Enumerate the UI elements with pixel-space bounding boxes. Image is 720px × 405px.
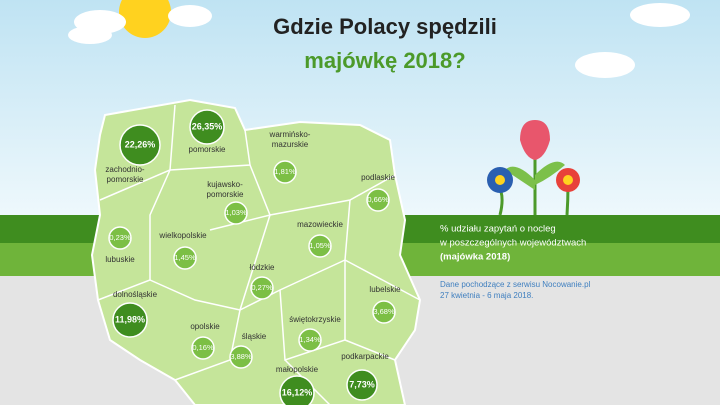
region-name: podkarpackie: [341, 352, 389, 361]
region-value: 3,68%: [373, 307, 395, 316]
value-circle: [112, 302, 148, 338]
value-circle: [224, 201, 248, 225]
region-name: lubuskie: [105, 255, 135, 264]
map-poland: [90, 98, 422, 405]
title-line1: Gdzie Polacy spędzili: [273, 14, 497, 39]
value-circle: [108, 226, 132, 250]
region-value: 0,23%: [109, 233, 131, 242]
legend-line: (majówka 2018): [440, 252, 510, 263]
legend: % udziału zapytań o nocleg w poszczególn…: [439, 224, 586, 263]
region-value: 1,05%: [309, 241, 331, 250]
region-value: 11,98%: [115, 314, 145, 324]
source-line: 27 kwietnia - 6 maja 2018.: [440, 291, 533, 300]
sun: [119, 0, 171, 38]
region-value: 1,34%: [299, 335, 321, 344]
source-line: Dane pochodzące z serwisu Nocowanie.pl: [440, 280, 591, 289]
region-name: zachodnio-: [105, 165, 144, 174]
region-name: kujawsko-: [207, 180, 243, 189]
region-value: 0,27%: [251, 283, 273, 292]
region-name: pomorskie: [189, 145, 226, 154]
legend-line: % udziału zapytań o nocleg: [440, 224, 556, 235]
region-name: świętokrzyskie: [289, 315, 341, 324]
legend-line: w poszczególnych województwach: [439, 238, 586, 249]
region-value: 1,03%: [225, 208, 247, 217]
region-value: 3,88%: [230, 352, 252, 361]
value-circle: [346, 369, 378, 401]
region-name: łódzkie: [250, 263, 275, 272]
region-name: małopolskie: [276, 365, 319, 374]
region-name: podlaskie: [361, 173, 395, 182]
region-name: mazurskie: [272, 140, 309, 149]
region-value: 1,81%: [274, 167, 296, 176]
value-circle: [173, 246, 197, 270]
region-name: pomorskie: [207, 190, 244, 199]
region-value: 1,45%: [174, 253, 196, 262]
value-circle: [119, 124, 161, 166]
region-name: warmińsko-: [269, 130, 311, 139]
region-name: mazowieckie: [297, 220, 343, 229]
region-value: 7,73%: [349, 379, 375, 389]
region-value: 26,35%: [192, 121, 223, 131]
value-circle: [298, 328, 322, 352]
clouds: [68, 3, 690, 78]
region-value: 0,16%: [192, 343, 214, 352]
regions: zachodnio-pomorskie 22,26% pomorskie 26,35%…: [105, 109, 401, 405]
value-circle: [250, 276, 274, 300]
value-circle: [191, 336, 215, 360]
region-name: opolskie: [190, 322, 220, 331]
value-circle: [372, 300, 396, 324]
source: Dane pochodzące z serwisu Nocowanie.pl 2…: [440, 280, 591, 300]
value-circle: [366, 188, 390, 212]
value-circle: [229, 345, 253, 369]
value-circle: [189, 109, 225, 145]
region-name: pomorskie: [107, 175, 144, 184]
flowers: [487, 120, 580, 216]
region-value: 22,26%: [125, 139, 156, 149]
region-name: śląskie: [242, 332, 267, 341]
title-line2: majówkę 2018?: [304, 48, 465, 73]
region-name: dolnośląskie: [113, 290, 158, 299]
region-name: wielkopolskie: [158, 231, 207, 240]
value-circle: [279, 375, 315, 405]
value-circle: [273, 160, 297, 184]
region-name: lubelskie: [369, 285, 401, 294]
region-value: 0,66%: [367, 195, 389, 204]
value-circle: [308, 234, 332, 258]
region-value: 16,12%: [282, 387, 313, 397]
